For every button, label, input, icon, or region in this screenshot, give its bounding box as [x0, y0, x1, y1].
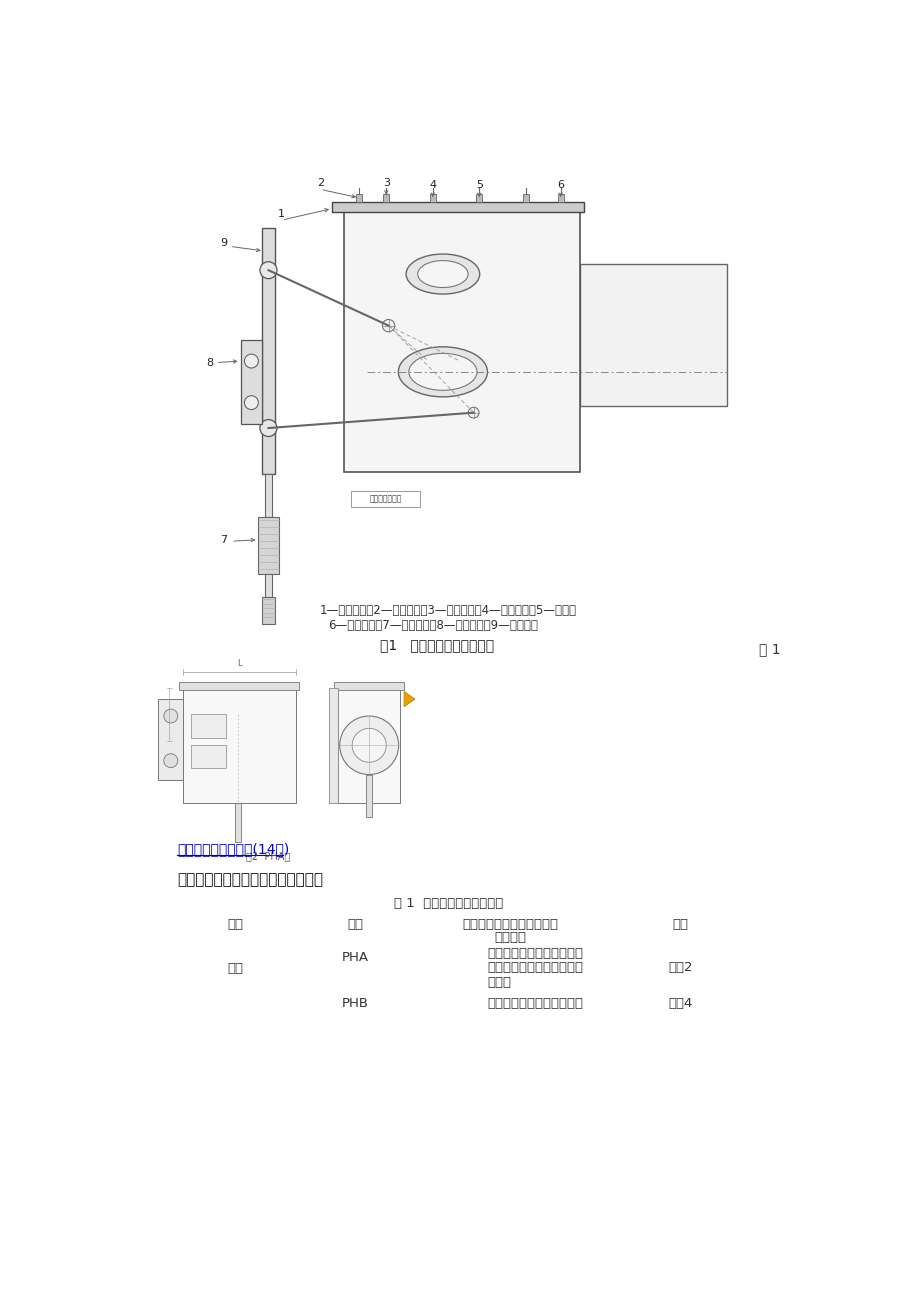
Circle shape [260, 419, 277, 436]
Text: 5: 5 [475, 180, 482, 190]
Circle shape [260, 262, 277, 279]
Text: 6: 6 [557, 180, 563, 190]
Text: 见图2: 见图2 [668, 961, 692, 974]
Text: 恆力弹簧支吸架分类及型式见下表：: 恆力弹簧支吸架分类及型式见下表： [176, 872, 323, 888]
Text: 类别: 类别 [227, 918, 243, 931]
Bar [265, 574, 272, 598]
Circle shape [244, 396, 258, 410]
Text: 表 1  恆力弹簧支吸架的型式: 表 1 恆力弹簧支吸架的型式 [393, 897, 503, 910]
Bar [366, 775, 372, 816]
Text: 承构件连接，悬吸下面管道: 承构件连接，悬吸下面管道 [486, 961, 583, 974]
Ellipse shape [408, 353, 476, 391]
Bar [179, 682, 299, 690]
Bar [338, 687, 400, 803]
Text: PHA: PHA [341, 950, 369, 963]
Bar [191, 715, 225, 738]
Text: 和设备: 和设备 [486, 976, 510, 990]
Circle shape [382, 319, 394, 332]
Circle shape [468, 408, 479, 418]
Text: 平式: 平式 [227, 962, 243, 975]
Text: 4: 4 [429, 180, 436, 190]
Text: L: L [236, 659, 241, 668]
Text: 2: 2 [316, 178, 323, 189]
Text: 图例: 图例 [672, 918, 688, 931]
Text: 恆吸各结构形式附图(14张): 恆吸各结构形式附图(14张) [176, 842, 289, 857]
Text: 1—固定框架；2—生根螺栓；3—调整螺栓；4—固定销轴；5—主轴；: 1—固定框架；2—生根螺栓；3—调整螺栓；4—固定销轴；5—主轴； [320, 604, 576, 617]
Text: 3: 3 [382, 178, 390, 189]
Circle shape [164, 710, 177, 723]
Bar [191, 745, 225, 768]
Text: 图2  PHA型: 图2 PHA型 [246, 852, 290, 862]
Text: 9: 9 [220, 238, 227, 249]
Bar [351, 491, 419, 506]
Text: 6—弹簧罩筒；7—吸杆螺栓；8—松紧螺母；9—回转框架: 6—弹簧罩筒；7—吸杆螺栓；8—松紧螺母；9—回转框架 [327, 620, 537, 633]
Bar [235, 803, 241, 841]
Bar [557, 194, 563, 202]
Bar [183, 687, 295, 803]
Text: 支吸形式: 支吸形式 [494, 931, 526, 944]
Bar [262, 598, 275, 625]
Text: 图 1: 图 1 [758, 642, 780, 656]
Text: 图1   恆力弹簧支吸架示意图: 图1 恆力弹簧支吸架示意图 [380, 638, 494, 652]
Text: 位移向上字表图: 位移向上字表图 [369, 495, 402, 504]
Circle shape [244, 354, 258, 368]
Text: 1: 1 [278, 210, 285, 219]
Ellipse shape [398, 346, 487, 397]
Ellipse shape [417, 260, 468, 288]
Bar [265, 474, 272, 517]
Text: 型式: 型式 [346, 918, 363, 931]
Bar [356, 194, 362, 202]
Bar [344, 206, 579, 471]
Bar [258, 517, 278, 574]
Bar [332, 202, 584, 212]
Circle shape [339, 716, 398, 775]
Text: 8: 8 [206, 358, 213, 367]
Text: 固定框架顶板用单拉杆与支: 固定框架顶板用单拉杆与支 [486, 997, 583, 1010]
Bar [476, 194, 482, 202]
Bar [382, 194, 389, 202]
Text: 7: 7 [220, 535, 227, 544]
Bar [262, 228, 275, 474]
Circle shape [352, 728, 386, 762]
Bar [334, 682, 403, 690]
Text: 固定框架顶板用双拉杆与支: 固定框架顶板用双拉杆与支 [486, 947, 583, 960]
Polygon shape [403, 691, 414, 707]
Bar [158, 699, 183, 780]
Bar [429, 194, 436, 202]
Ellipse shape [405, 254, 479, 294]
Text: PHB: PHB [341, 997, 369, 1010]
Bar [329, 687, 338, 803]
Bar [240, 340, 262, 424]
Bar [522, 194, 528, 202]
Text: 吸架固定方式和管道、设备: 吸架固定方式和管道、设备 [461, 918, 558, 931]
Text: 见图4: 见图4 [668, 997, 692, 1010]
Circle shape [164, 754, 177, 768]
Bar [579, 264, 726, 406]
